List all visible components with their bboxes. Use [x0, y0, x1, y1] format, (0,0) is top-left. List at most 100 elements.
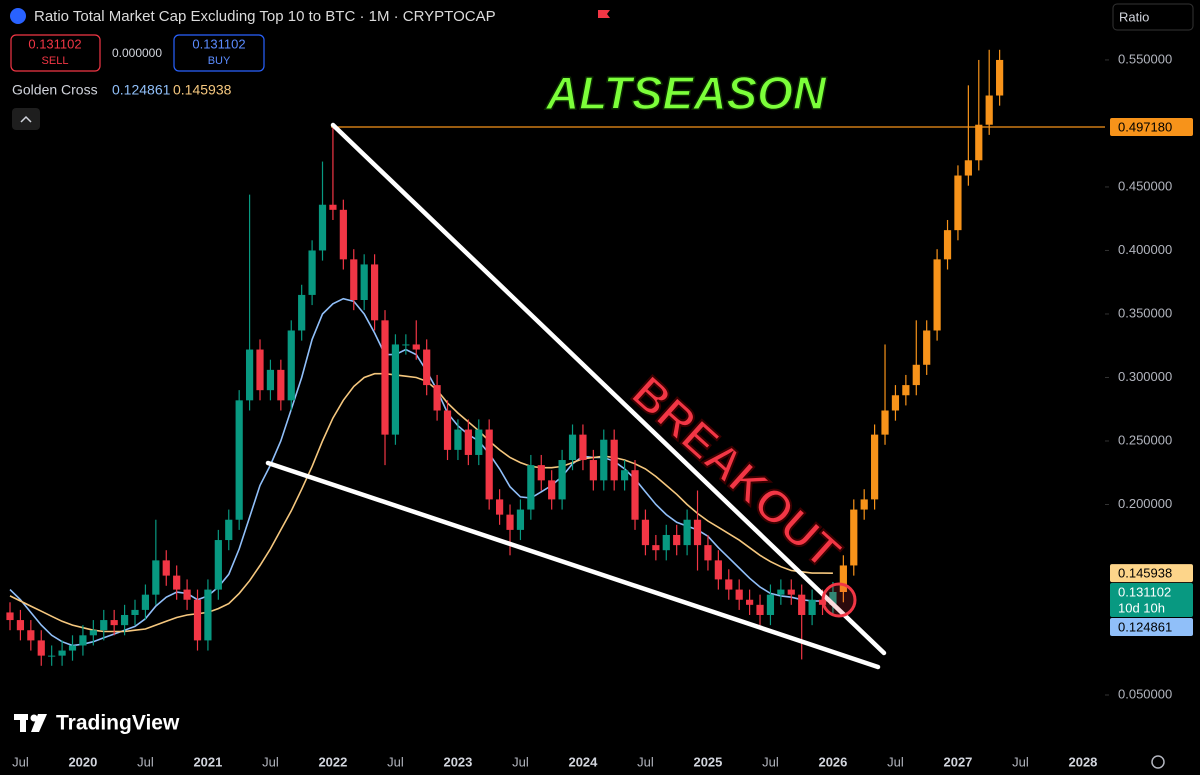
scale-button[interactable]	[1112, 3, 1194, 31]
candle-body	[495, 499, 504, 515]
candle-body	[318, 204, 327, 251]
candle-body	[506, 514, 514, 530]
candle-body	[79, 635, 87, 646]
candle-body	[131, 609, 139, 615]
candle-body	[735, 589, 743, 600]
scale-button-label: Ratio	[1119, 9, 1149, 24]
candle-body	[954, 175, 962, 231]
candle-body	[120, 614, 129, 626]
price-tag-label: 0.131102	[1118, 584, 1171, 599]
candle-body	[68, 645, 77, 651]
candle-body	[714, 560, 722, 580]
candle-body	[527, 465, 535, 510]
candle-body	[245, 349, 254, 401]
chart-title: Ratio Total Market Cap Excluding Top 10 …	[34, 8, 496, 25]
candle-body	[516, 509, 525, 530]
candle-body	[277, 369, 285, 401]
x-tick-label: Jul	[12, 754, 29, 769]
candle-body	[808, 599, 816, 615]
x-tick-label: Jul	[887, 754, 904, 769]
candle-body	[454, 429, 462, 450]
candle-body	[16, 620, 25, 631]
buy-button[interactable]	[173, 34, 265, 72]
candle-body	[423, 349, 431, 386]
settings-icon[interactable]	[1151, 755, 1165, 769]
candle-body	[568, 434, 577, 461]
spread: 0.000000	[112, 46, 162, 60]
x-tick-label: 2021	[193, 754, 222, 769]
logo-text: TradingView	[56, 712, 180, 735]
candle-body	[287, 330, 295, 401]
candle-body	[662, 534, 670, 551]
symbol-icon	[10, 8, 26, 24]
candle-body	[964, 160, 972, 176]
candle-body	[402, 344, 410, 346]
candle-body	[27, 630, 35, 641]
logo-mark	[20, 714, 26, 732]
logo-mark	[30, 714, 38, 722]
candle-body	[162, 560, 170, 576]
candle-body	[881, 410, 889, 435]
candle-body	[412, 344, 420, 350]
candle-body	[339, 209, 347, 260]
x-tick-label: 2026	[818, 754, 847, 769]
candle-body	[600, 439, 608, 481]
y-tick-label: 0.200000	[1118, 496, 1172, 511]
breakout-circle	[821, 582, 857, 618]
candle-body	[256, 349, 264, 391]
indicator-value: 0.145938	[173, 82, 232, 98]
x-tick-label: 2023	[443, 754, 472, 769]
collapse-button[interactable]	[12, 108, 40, 130]
x-tick-label: Jul	[512, 754, 529, 769]
candle-body	[756, 604, 764, 615]
candle-body	[766, 594, 775, 615]
candle-body	[204, 589, 212, 641]
candle-body	[787, 589, 795, 595]
x-tick-label: Jul	[387, 754, 404, 769]
candle-body	[433, 385, 441, 411]
candle-body	[391, 344, 400, 435]
price-tag-label: 0.145938	[1118, 566, 1172, 581]
price-tag	[1110, 617, 1193, 636]
candle-body	[985, 95, 993, 125]
candle-body	[152, 560, 160, 595]
x-tick-label: Jul	[262, 754, 279, 769]
candle-body	[923, 330, 931, 365]
trend-line	[330, 122, 887, 656]
candle-body	[214, 540, 222, 590]
candle-body	[683, 519, 691, 546]
countdown-label: 10d 10h	[1118, 600, 1165, 615]
candle-body	[912, 364, 920, 386]
candle-body	[141, 594, 150, 610]
price-tag	[1110, 582, 1193, 617]
y-tick-label: 0.250000	[1118, 432, 1172, 447]
candle-body	[193, 599, 202, 641]
indicator-value: 0.124861	[112, 82, 171, 98]
candle-body	[173, 575, 181, 590]
candle-body	[746, 599, 754, 605]
candle-body	[902, 385, 910, 396]
candle-body	[579, 434, 587, 461]
candle-body	[641, 519, 650, 546]
candle-body	[610, 439, 618, 481]
y-tick-label: 0.450000	[1118, 178, 1172, 193]
candle-body	[829, 591, 837, 605]
candle-body	[266, 369, 275, 391]
candle-body	[777, 589, 785, 595]
candle-body	[89, 630, 97, 636]
candle-body	[693, 519, 702, 546]
x-tick-label: Jul	[1012, 754, 1029, 769]
candle-body	[308, 250, 316, 295]
x-tick-label: 2027	[943, 754, 972, 769]
x-tick-label: 2022	[318, 754, 347, 769]
sell-price: 0.131102	[28, 36, 81, 51]
trend-line	[265, 460, 881, 670]
candle-body	[381, 320, 389, 435]
price-tag-label: 0.497180	[1118, 119, 1172, 134]
x-tick-label: 2020	[68, 754, 97, 769]
sell-button[interactable]	[10, 34, 101, 72]
candle-body	[110, 620, 118, 626]
logo-mark	[31, 714, 47, 732]
